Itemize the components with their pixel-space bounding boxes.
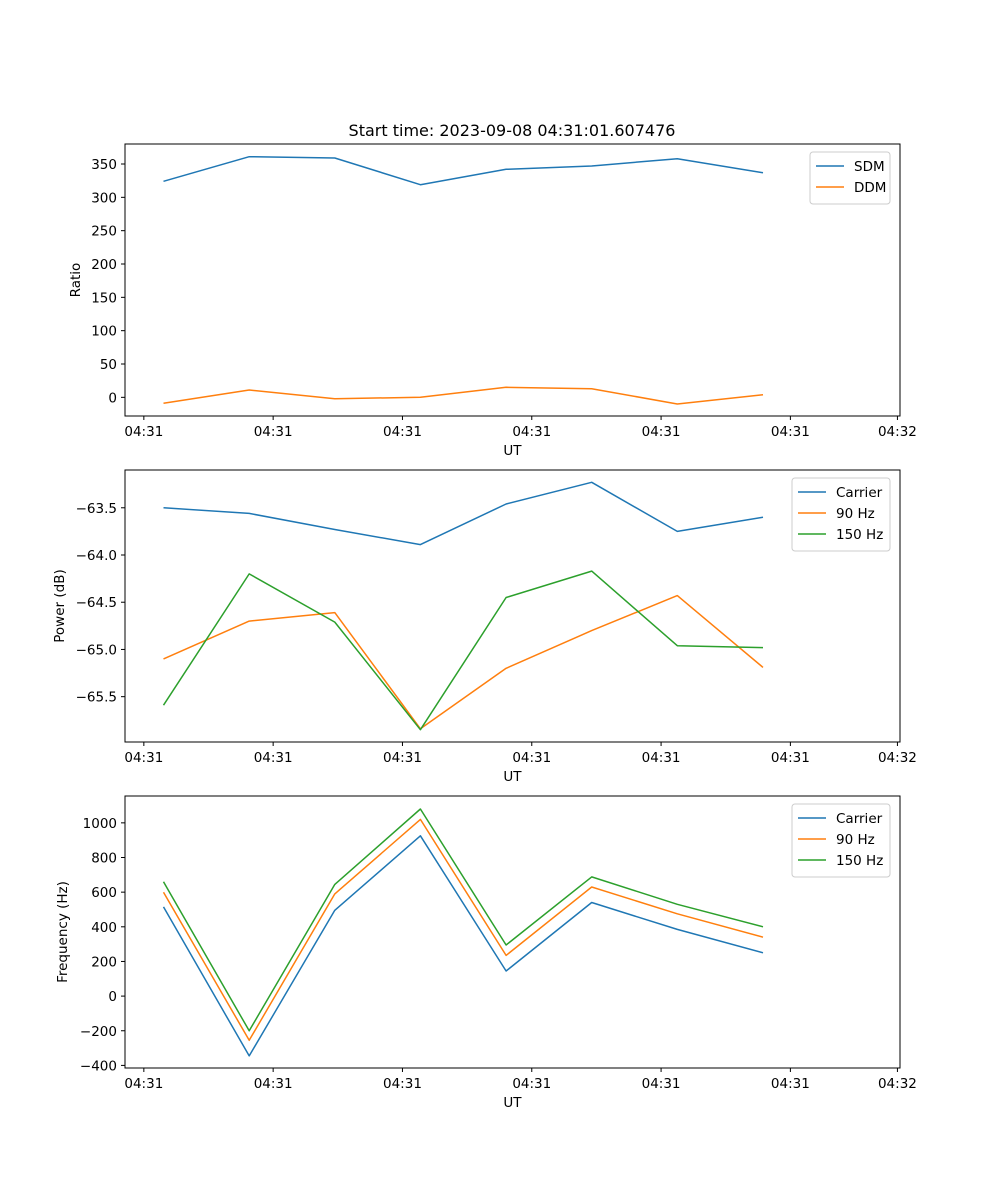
chart-3-series-line-150-hz (162, 808, 764, 1032)
chart-1-x-tick-label: 04:31 (642, 424, 681, 440)
chart-1-x-tick-label: 04:31 (512, 424, 551, 440)
chart-1-axes-frame (124, 143, 901, 417)
chart-1-y-tick-label: 350 (91, 157, 117, 173)
chart-1-legend-label-ddm: DDM (854, 180, 886, 196)
chart-3-legend-label-carrier: Carrier (836, 811, 883, 827)
chart-2-legend-label-carrier: Carrier (836, 485, 883, 501)
chart-2-y-tick-label: −64.0 (76, 548, 117, 564)
chart-3-axes-frame (124, 795, 901, 1069)
chart-2-legend-label-90-hz: 90 Hz (836, 506, 875, 522)
chart-3-x-tick-label: 04:32 (878, 1076, 917, 1092)
chart-1-x-tick-label: 04:31 (254, 424, 293, 440)
chart-3-y-tick-label: 200 (91, 954, 117, 970)
chart-3-x-tick-label: 04:31 (383, 1076, 422, 1092)
chart-1-y-tick-label: 200 (91, 257, 117, 273)
chart-2-x-tick-label: 04:31 (383, 750, 422, 766)
chart-3-y-tick-label: 400 (91, 920, 117, 936)
chart-3-legend-label-150-hz: 150 Hz (836, 853, 883, 869)
chart-3-y-tick-label: −200 (80, 1024, 117, 1040)
chart-2: 04:31 04:31 04:31 04:31 04:31 04:31 04:32 −63.5… (52, 469, 917, 785)
chart-2-y-tick-label: −65.5 (76, 690, 117, 706)
chart-1-y-tick-label: 0 (108, 390, 117, 406)
chart-1-y-tick-label: 250 (91, 224, 117, 240)
chart-2-series-line-150-hz (162, 570, 764, 731)
chart-3-x-tick-label: 04:31 (512, 1076, 551, 1092)
chart-1-x-tick-label: 04:31 (771, 424, 810, 440)
chart-2-x-tick-label: 04:31 (512, 750, 551, 766)
chart-3-y-tick-label: 1000 (83, 816, 117, 832)
chart-2-y-tick-label: −64.5 (76, 595, 117, 611)
chart-2-legend-label-150-hz: 150 Hz (836, 527, 883, 543)
chart-2-x-tick-label: 04:31 (771, 750, 810, 766)
chart-3: 04:31 04:31 04:31 04:31 04:31 04:31 04:32 −400 −… (55, 795, 917, 1111)
chart-1-y-axis-label: Ratio (68, 263, 84, 298)
chart-3-y-tick-label: 800 (91, 851, 117, 867)
chart-1-y-tick-label: 300 (91, 190, 117, 206)
chart-3-x-tick-label: 04:31 (254, 1076, 293, 1092)
chart-1: 04:31 04:31 04:31 04:31 04:31 04:31 04:32 0 50 10… (68, 143, 917, 459)
chart-2-x-axis-label: UT (503, 769, 522, 785)
chart-2-y-axis-label: Power (dB) (52, 569, 68, 642)
chart-1-legend (809, 151, 891, 205)
chart-3-y-tick-label: 0 (108, 989, 117, 1005)
chart-1-series-line-sdm (163, 155, 764, 186)
chart-1-legend-label-sdm: SDM (854, 159, 885, 175)
chart-1-x-tick-label: 04:31 (124, 424, 163, 440)
chart-2-x-tick-label: 04:31 (124, 750, 163, 766)
chart-2-series-line-carrier (163, 481, 764, 546)
chart-3-y-axis-label: Frequency (Hz) (55, 881, 71, 983)
chart-1-y-tick-label: 50 (100, 357, 117, 373)
chart-3-legend-label-90-hz: 90 Hz (836, 832, 875, 848)
chart-2-x-tick-label: 04:31 (642, 750, 681, 766)
chart-2-legend (791, 477, 891, 552)
chart-3-legend (791, 803, 891, 878)
chart-2-x-tick-label: 04:32 (878, 750, 917, 766)
chart-3-x-tick-label: 04:31 (771, 1076, 810, 1092)
chart-1-series-line-ddm (163, 386, 764, 405)
chart-1-y-tick-label: 150 (91, 290, 117, 306)
chart-1-x-tick-label: 04:32 (878, 424, 917, 440)
chart-3-x-tick-label: 04:31 (642, 1076, 681, 1092)
chart-1-x-axis-label: UT (503, 443, 522, 459)
chart-2-y-tick-label: −63.5 (76, 501, 117, 517)
chart-2-y-tick-label: −65.0 (76, 642, 117, 658)
chart-3-y-tick-label: 600 (91, 885, 117, 901)
chart-title: Start time: 2023-09-08 04:31:01.607476 (349, 121, 676, 140)
chart-1-x-tick-label: 04:31 (383, 424, 422, 440)
chart-3-x-axis-label: UT (503, 1095, 522, 1111)
chart-2-axes-frame (124, 469, 901, 743)
chart-3-y-tick-label: −400 (80, 1058, 117, 1074)
chart-2-x-tick-label: 04:31 (254, 750, 293, 766)
chart-3-series-line-carrier (162, 835, 764, 1057)
chart-1-y-tick-label: 100 (91, 324, 117, 340)
chart-3-x-tick-label: 04:31 (124, 1076, 163, 1092)
chart-2-series-line-90-hz (163, 594, 764, 730)
chart-3-series-line-90-hz (162, 818, 764, 1042)
